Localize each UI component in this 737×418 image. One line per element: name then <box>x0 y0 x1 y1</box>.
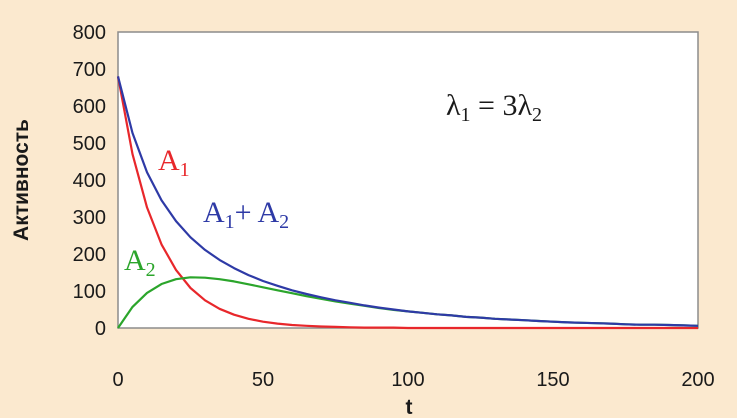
y-tick-label: 700 <box>73 59 106 81</box>
x-axis-ticks: 0 50 100 150 200 <box>112 369 714 391</box>
label-a2: A2 <box>124 244 156 281</box>
y-tick-label: 500 <box>73 133 106 155</box>
label-a1-plus-a2: A1+ A2 <box>203 196 289 233</box>
x-tick-label: 200 <box>681 369 714 391</box>
y-tick-label: 800 <box>73 22 106 44</box>
series-line-a1-plus-a2 <box>116 76 699 327</box>
x-tick-label: 150 <box>536 369 569 391</box>
x-tick-label: 50 <box>252 369 274 391</box>
y-tick-label: 0 <box>95 318 106 340</box>
x-tick-label: 100 <box>391 369 424 391</box>
y-tick-label: 100 <box>73 281 106 303</box>
series-lines <box>116 76 699 330</box>
y-tick-label: 400 <box>73 170 106 192</box>
plot-area <box>117 31 699 329</box>
y-axis-title: Активность <box>10 119 33 241</box>
x-axis-title: t <box>406 396 413 418</box>
y-tick-label: 300 <box>73 207 106 229</box>
y-axis-ticks: 0 100 200 300 400 500 600 700 800 <box>73 22 106 340</box>
y-tick-label: 200 <box>73 244 106 266</box>
series-line-a1 <box>116 76 698 330</box>
y-tick-label: 600 <box>73 96 106 118</box>
label-a1: A1 <box>158 144 190 181</box>
lambda-annotation: λ1 = 3λ2 <box>446 89 542 126</box>
x-tick-label: 0 <box>112 369 123 391</box>
